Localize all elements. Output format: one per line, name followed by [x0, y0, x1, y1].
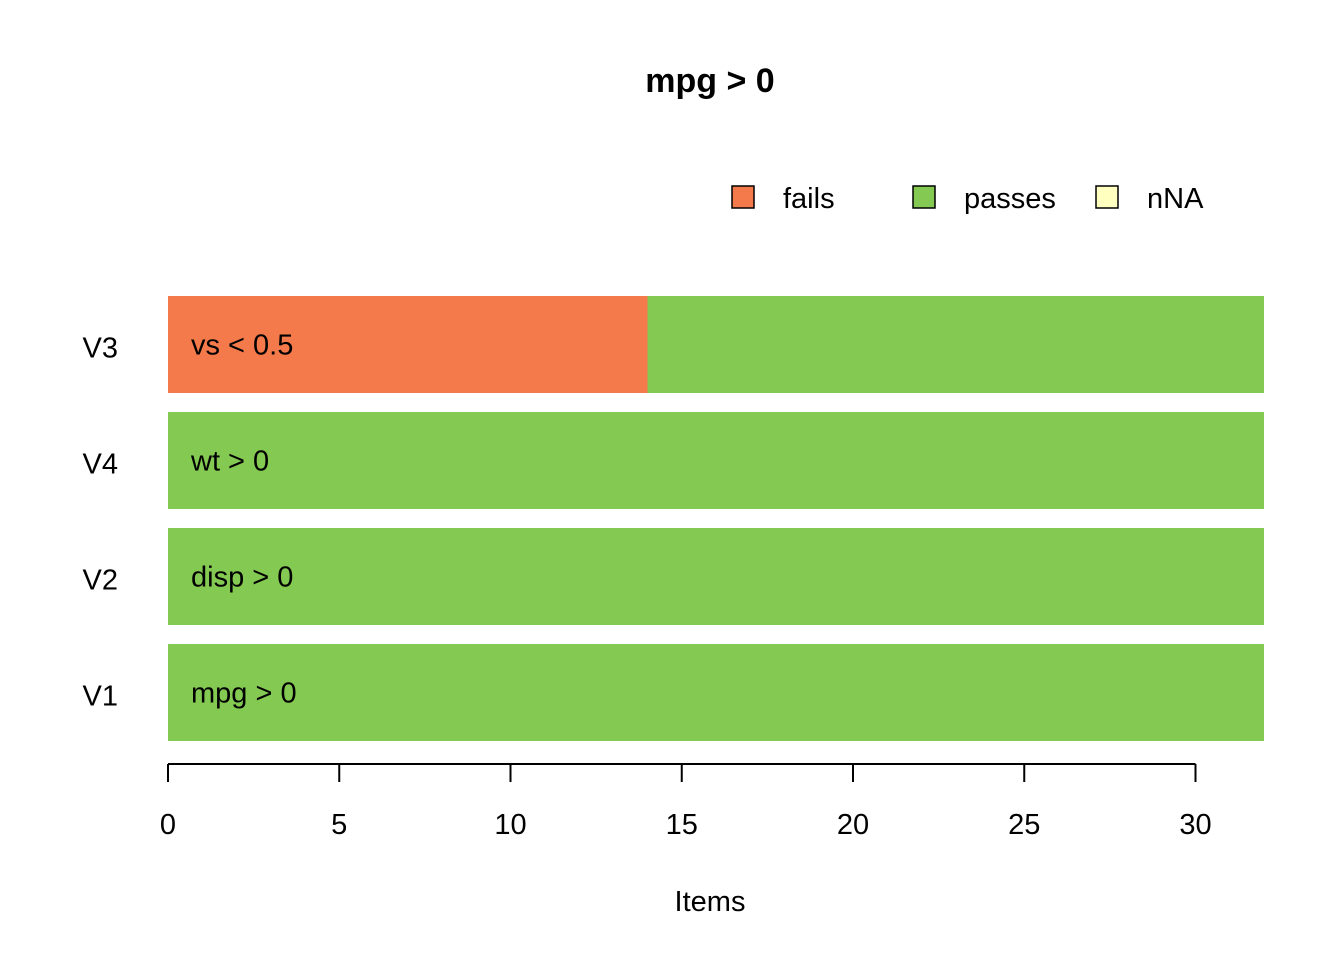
legend-label-passes: passes	[964, 183, 1056, 215]
y-tick-label: V3	[83, 333, 118, 365]
legend-swatch-fails	[731, 185, 755, 209]
bar-segment-v4-passes	[168, 412, 1264, 509]
legend-swatch-passes	[912, 185, 936, 209]
x-tick-label: 5	[331, 809, 347, 841]
bar-label: disp > 0	[191, 562, 293, 594]
bar-segment-v3-fails	[168, 296, 648, 393]
chart-title: mpg > 0	[645, 62, 774, 100]
y-tick-label: V1	[83, 681, 118, 713]
bar-label: mpg > 0	[191, 678, 297, 710]
x-tick-label: 25	[1008, 809, 1040, 841]
legend-label-nna: nNA	[1147, 183, 1204, 215]
bar-segment-v3-passes	[647, 296, 1264, 393]
y-tick-label: V2	[83, 565, 118, 597]
x-tick-label: 0	[160, 809, 176, 841]
bar-segment-v2-passes	[168, 528, 1264, 625]
bar-label: wt > 0	[190, 446, 269, 478]
bar-segment-v1-passes	[168, 644, 1264, 741]
y-tick-label: V4	[83, 449, 118, 481]
x-axis: 0 5 10 15 20 25 30	[160, 763, 1212, 841]
legend-swatch-nna	[1095, 185, 1119, 209]
y-axis-labels: V3 V4 V2 V1	[83, 333, 118, 713]
x-tick-label: 20	[837, 809, 869, 841]
x-tick-label: 30	[1179, 809, 1211, 841]
bar-label: vs < 0.5	[191, 330, 293, 362]
bars: vs < 0.5 wt > 0 disp > 0 mpg > 0	[168, 296, 1264, 741]
x-tick-label: 10	[494, 809, 526, 841]
legend: fails passes nNA	[731, 183, 1204, 215]
x-tick-label: 15	[666, 809, 698, 841]
x-axis-label: Items	[675, 886, 746, 918]
legend-label-fails: fails	[783, 183, 835, 215]
